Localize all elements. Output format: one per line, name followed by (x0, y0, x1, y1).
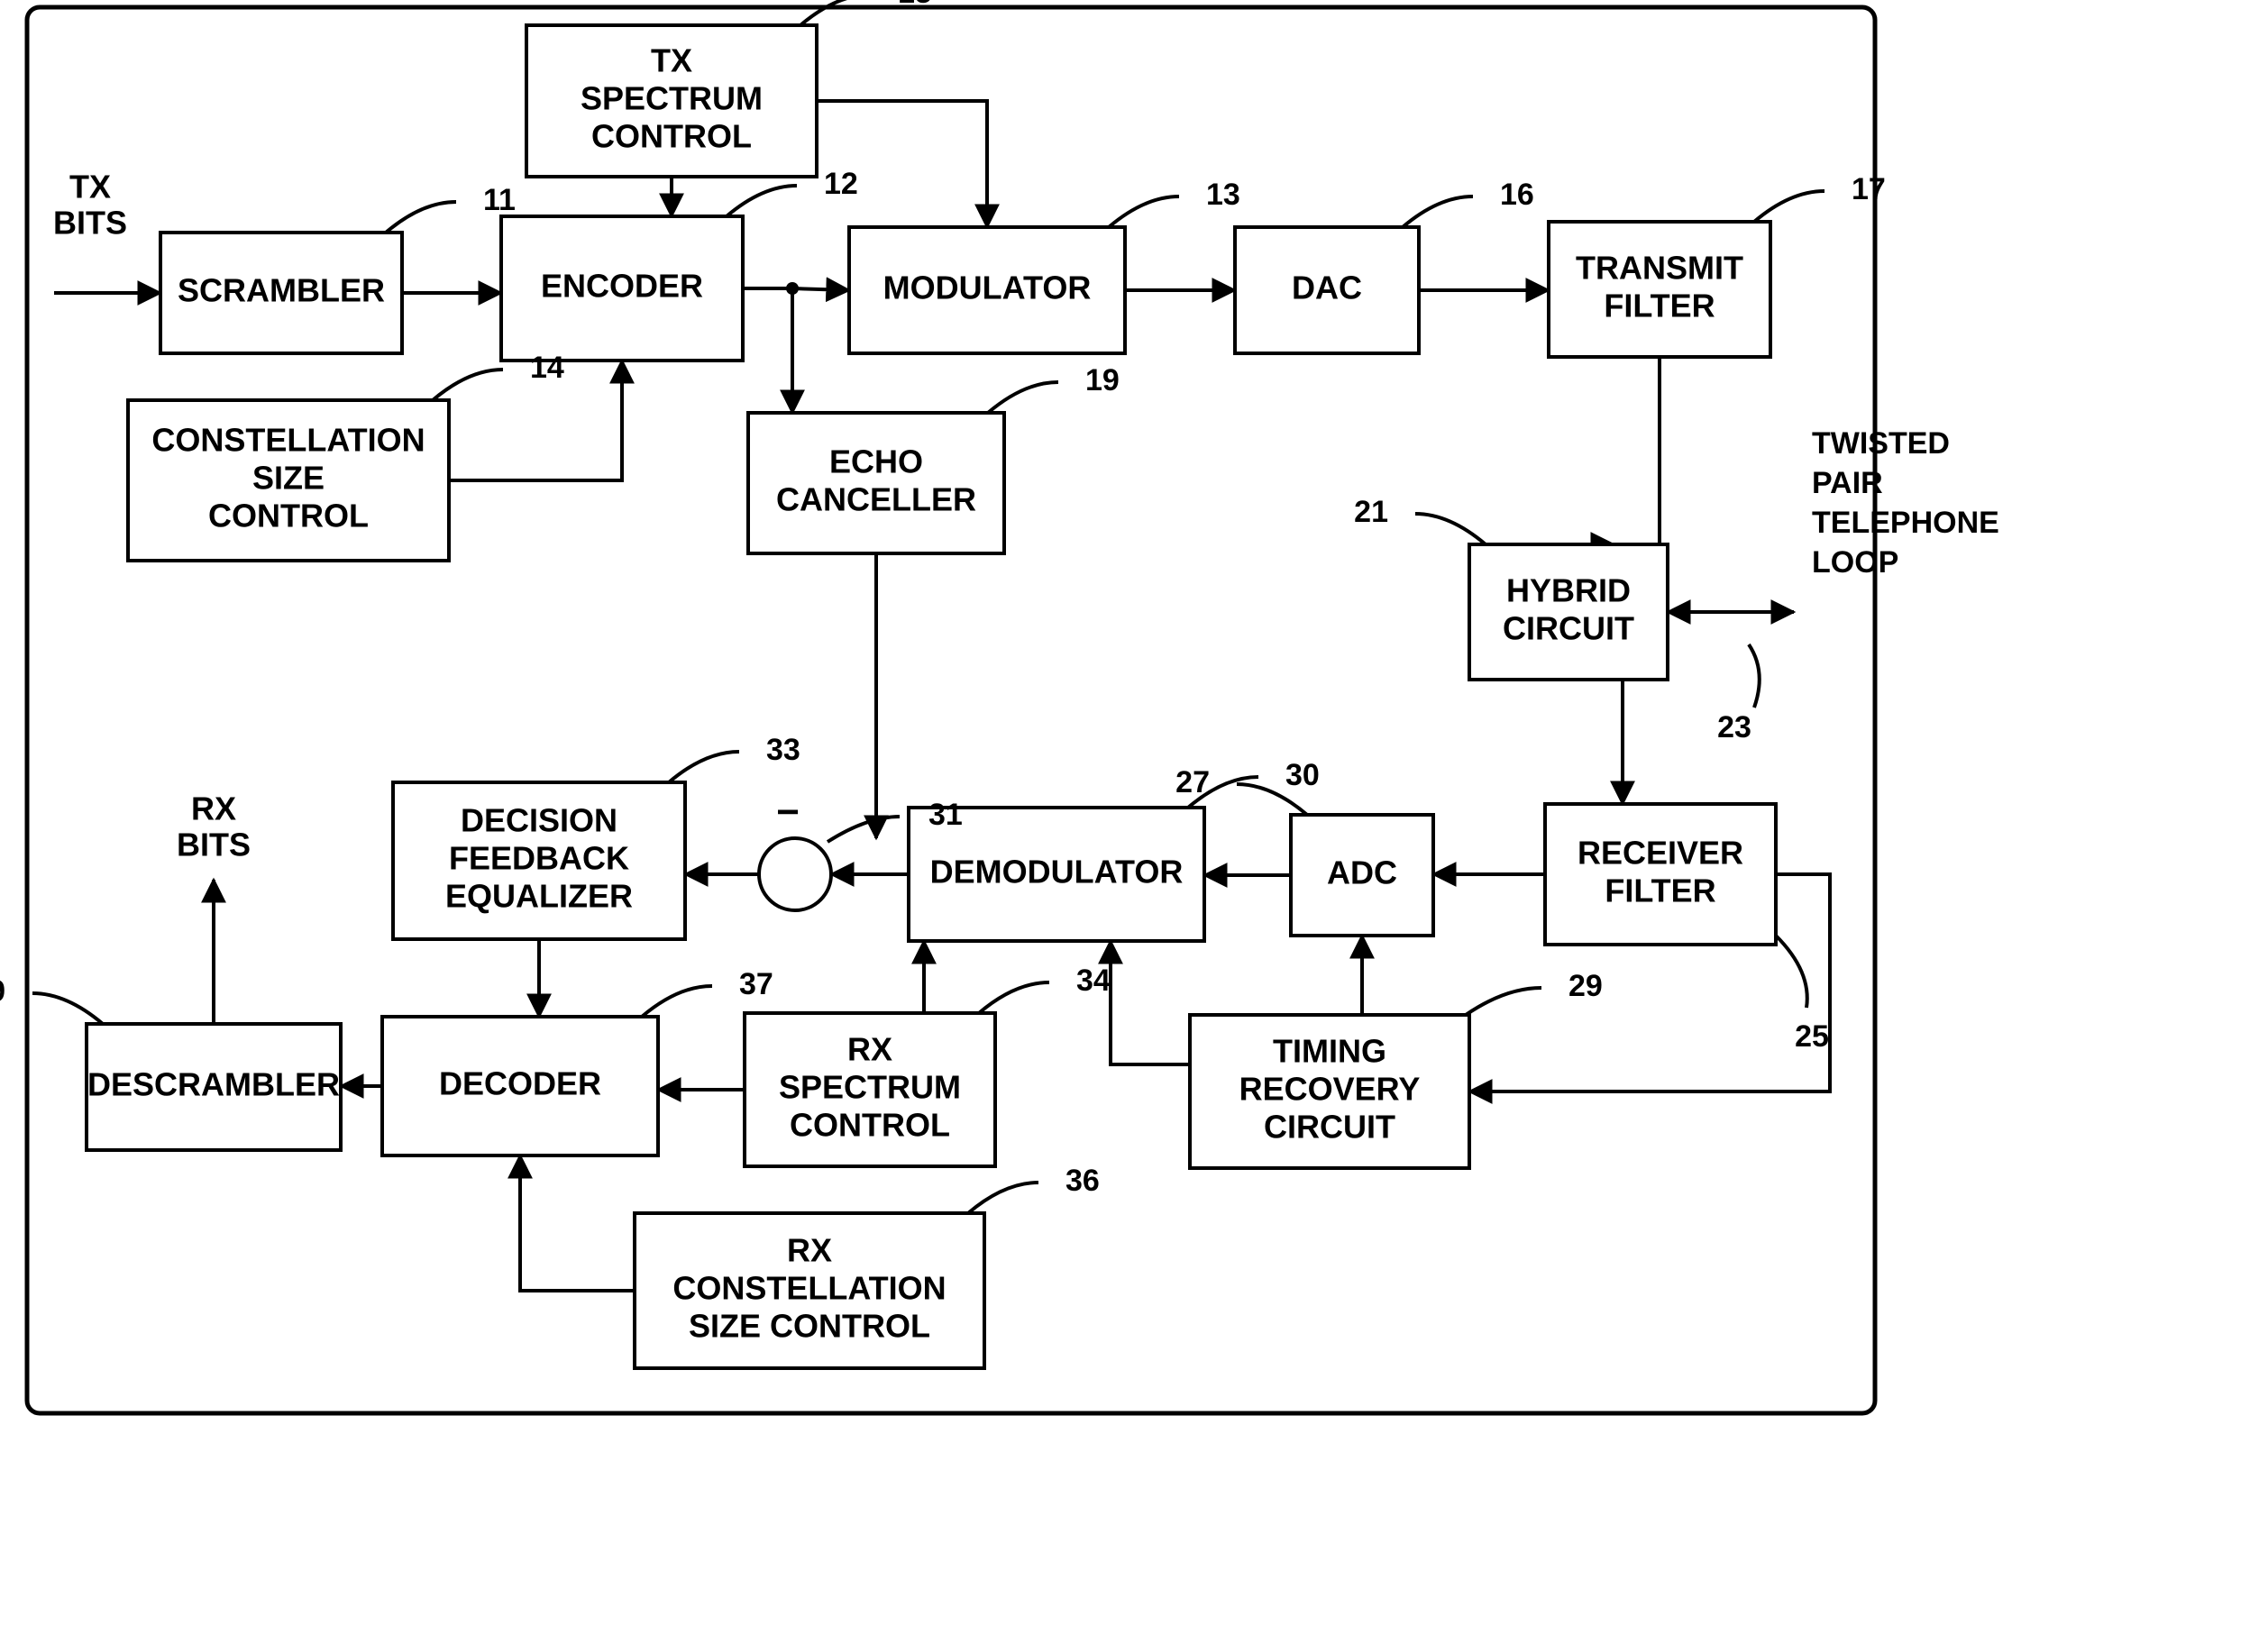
svg-text:TWISTED: TWISTED (1812, 426, 1950, 461)
svg-text:14: 14 (530, 351, 564, 385)
svg-text:25: 25 (1795, 1019, 1829, 1054)
svg-text:29: 29 (1568, 969, 1603, 1003)
svg-text:−: − (776, 790, 800, 835)
block-label: RX (847, 1031, 892, 1068)
block-label: TRANSMIT (1576, 250, 1743, 287)
svg-text:17: 17 (1852, 172, 1886, 206)
block-label: CONTROL (591, 118, 752, 155)
block-label: ENCODER (541, 268, 703, 305)
svg-text:TELEPHONE: TELEPHONE (1812, 506, 1999, 540)
block-label: RECOVERY (1239, 1071, 1421, 1108)
block-label: CONSTELLATION (151, 422, 425, 459)
svg-text:19: 19 (1085, 363, 1120, 397)
block-label: CONTROL (790, 1107, 950, 1144)
svg-text:27: 27 (1175, 765, 1210, 799)
block-label: DECODER (439, 1065, 601, 1102)
svg-text:31: 31 (928, 798, 963, 832)
block-label: DAC (1292, 269, 1362, 306)
block-txspectrum: TXSPECTRUMCONTROL (526, 25, 817, 177)
block-label: CONSTELLATION (672, 1270, 946, 1307)
block-label: SPECTRUM (581, 80, 763, 117)
block-label: DESCRAMBLER (87, 1066, 340, 1103)
svg-text:33: 33 (766, 733, 800, 767)
block-label: ECHO (829, 443, 923, 480)
block-label: FEEDBACK (449, 840, 629, 877)
svg-text:LOOP: LOOP (1812, 545, 1898, 580)
block-label: SCRAMBLER (178, 272, 385, 309)
svg-text:TX: TX (69, 169, 111, 206)
block-rxspectrum: RXSPECTRUMCONTROL (745, 1013, 995, 1166)
svg-text:36: 36 (1065, 1164, 1100, 1198)
block-decoder: DECODER (382, 1017, 658, 1155)
svg-text:39: 39 (0, 974, 5, 1009)
block-dfe: DECISIONFEEDBACKEQUALIZER (393, 782, 685, 939)
block-hybrid: HYBRIDCIRCUIT (1469, 544, 1668, 680)
block-label: SPECTRUM (779, 1069, 961, 1106)
block-echo: ECHOCANCELLER (748, 413, 1004, 553)
block-label: TX (651, 42, 692, 79)
diagram-frame (27, 7, 1875, 1413)
block-label: RECEIVER (1578, 835, 1743, 872)
block-scrambler: SCRAMBLER (160, 233, 402, 353)
block-label: FILTER (1604, 288, 1715, 324)
block-label: ADC (1327, 854, 1397, 891)
block-timing: TIMINGRECOVERYCIRCUIT (1190, 1015, 1469, 1168)
block-dac: DAC (1235, 227, 1419, 353)
block-constsize: CONSTELLATIONSIZECONTROL (128, 400, 449, 561)
block-encoder: ENCODER (501, 216, 743, 361)
block-label: EQUALIZER (445, 878, 633, 915)
block-rxconst: RXCONSTELLATIONSIZE CONTROL (635, 1213, 984, 1368)
svg-text:16: 16 (1500, 178, 1534, 212)
svg-text:21: 21 (1354, 495, 1388, 529)
svg-text:13: 13 (1206, 178, 1240, 212)
block-label: RX (787, 1232, 832, 1269)
svg-text:RX: RX (191, 790, 236, 827)
svg-text:30: 30 (1285, 758, 1320, 792)
block-label: DECISION (461, 802, 617, 839)
block-txfilter: TRANSMITFILTER (1549, 222, 1770, 357)
block-descrambler: DESCRAMBLER (87, 1024, 341, 1150)
block-label: SIZE (252, 460, 325, 497)
svg-text:23: 23 (1717, 710, 1751, 744)
block-sumnode (759, 838, 831, 910)
block-rxfilt: RECEIVERFILTER (1545, 804, 1776, 945)
block-label: TIMING (1273, 1033, 1386, 1070)
svg-text:37: 37 (739, 967, 773, 1001)
block-label: HYBRID (1506, 572, 1631, 609)
block-label: CIRCUIT (1264, 1109, 1395, 1146)
svg-text:34: 34 (1076, 964, 1111, 998)
block-adc: ADC (1291, 815, 1433, 936)
block-label: CIRCUIT (1503, 610, 1634, 647)
block-label: DEMODULATOR (930, 854, 1184, 890)
block-label: CANCELLER (776, 481, 976, 518)
svg-text:11: 11 (483, 183, 516, 217)
svg-text:PAIR: PAIR (1812, 466, 1883, 500)
svg-text:BITS: BITS (177, 827, 251, 863)
block-label: SIZE CONTROL (689, 1308, 930, 1345)
svg-text:BITS: BITS (53, 205, 127, 242)
block-label: MODULATOR (883, 269, 1092, 306)
svg-text:12: 12 (824, 167, 858, 201)
block-label: CONTROL (208, 498, 369, 534)
block-modulator: MODULATOR (849, 227, 1125, 353)
block-label: FILTER (1605, 872, 1715, 909)
